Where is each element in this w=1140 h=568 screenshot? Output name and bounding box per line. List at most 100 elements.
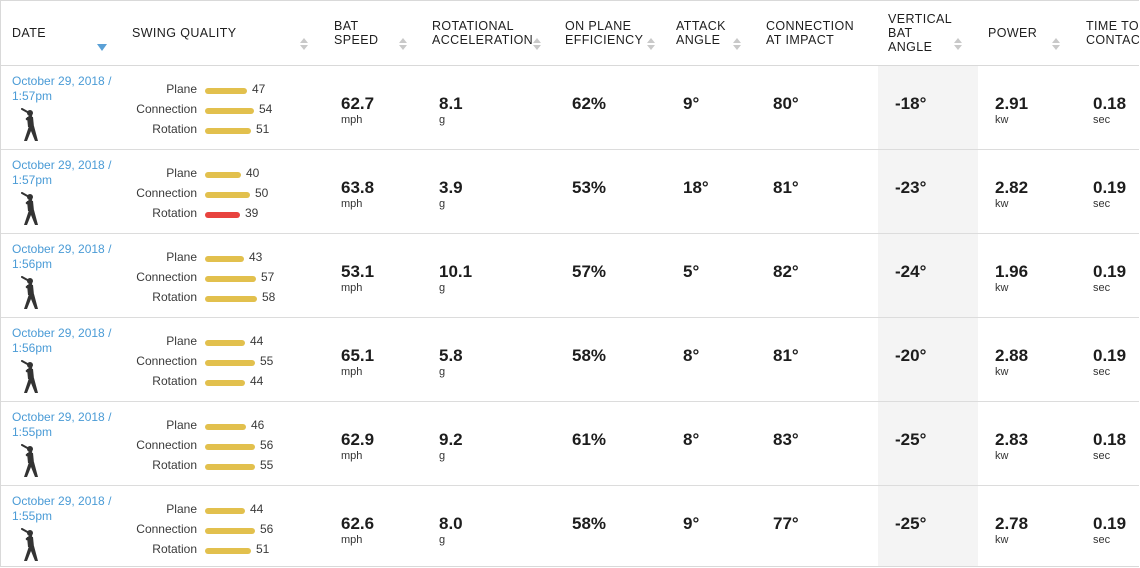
swing-quality-connection-label: Connection — [136, 102, 197, 116]
rotational-acceleration-value: 10.1 — [439, 262, 473, 281]
swing-quality-rotation-label: Rotation — [152, 206, 197, 220]
bat-speed-unit: mph — [341, 198, 363, 210]
bat-speed-unit: mph — [341, 282, 363, 294]
column-header-connection-at-impact[interactable]: CONNECTION AT IMPACT — [766, 1, 866, 65]
swing-quality-rotation-bar — [205, 296, 257, 302]
swing-quality-plane-label: Plane — [166, 166, 197, 180]
swing-quality-connection-bar — [205, 108, 254, 114]
table-body: October 29, 2018 / 1:57pm Plane 47 Conne… — [1, 66, 1139, 566]
rotational-acceleration-value: 8.0 — [439, 514, 463, 533]
swing-quality-rotation-bar — [205, 548, 251, 554]
swing-quality-plane-bar — [205, 172, 241, 178]
swing-date-link[interactable]: October 29, 2018 / 1:55pm — [12, 410, 112, 439]
batter-icon — [21, 276, 38, 309]
column-header-on-plane-efficiency[interactable]: ON PLANE EFFICIENCY — [565, 1, 665, 65]
swing-quality-rotation-bar — [205, 212, 240, 218]
swing-quality-plane-bar — [205, 256, 244, 262]
column-header-time-to-contact-label: TIME TO CONTACT — [1086, 19, 1139, 47]
on-plane-efficiency-value: 58% — [572, 514, 607, 533]
on-plane-efficiency-value: 53% — [572, 178, 607, 197]
vertical-bat-angle-value: -20° — [895, 346, 927, 365]
table-row[interactable]: October 29, 2018 / 1:57pm Plane 40 Conne… — [1, 150, 1139, 234]
swing-quality-connection-bar — [205, 528, 255, 534]
bat-speed-unit: mph — [341, 534, 363, 546]
power-value: 2.83 — [995, 430, 1029, 449]
column-header-on-plane-efficiency-label: ON PLANE EFFICIENCY — [565, 19, 644, 47]
rotational-acceleration-unit: g — [439, 534, 446, 546]
swing-date-link[interactable]: October 29, 2018 / 1:57pm — [12, 74, 112, 103]
swing-quality-plane-value: 47 — [252, 82, 266, 96]
attack-angle-value: 8° — [683, 430, 700, 449]
swing-quality-rotation-bar — [205, 464, 255, 470]
swing-quality-plane-bar — [205, 424, 246, 430]
rotational-acceleration-value: 5.8 — [439, 346, 463, 365]
connection-at-impact-value: 81° — [773, 346, 799, 365]
column-header-vertical-bat-angle-label: VERTICAL BAT ANGLE — [888, 12, 953, 54]
batter-icon — [21, 360, 38, 393]
batter-icon — [21, 528, 38, 561]
power-unit: kw — [995, 450, 1009, 462]
power-value: 2.88 — [995, 346, 1029, 365]
time-to-contact-unit: sec — [1093, 282, 1111, 294]
batter-icon — [21, 192, 38, 225]
table-row[interactable]: October 29, 2018 / 1:55pm Plane 44 Conne… — [1, 486, 1139, 566]
swing-quality-connection-value: 50 — [255, 186, 269, 200]
column-header-swing-quality[interactable]: SWING QUALITY — [132, 1, 312, 65]
vertical-bat-angle-value: -24° — [895, 262, 927, 281]
column-header-vertical-bat-angle[interactable]: VERTICAL BAT ANGLE — [888, 1, 973, 65]
time-to-contact-value: 0.19 — [1093, 178, 1127, 197]
batter-icon — [21, 108, 38, 141]
rotational-acceleration-value: 8.1 — [439, 94, 463, 113]
bat-speed-value: 62.6 — [341, 514, 375, 533]
swing-quality-connection-value: 56 — [260, 522, 274, 536]
power-value: 1.96 — [995, 262, 1029, 281]
swing-quality-plane-label: Plane — [166, 82, 197, 96]
column-header-rotational-acceleration[interactable]: ROTATIONAL ACCELERATION — [432, 1, 552, 65]
swing-quality-rotation-label: Rotation — [152, 458, 197, 472]
power-unit: kw — [995, 198, 1009, 210]
power-unit: kw — [995, 366, 1009, 378]
swing-quality-rotation-value: 55 — [260, 458, 274, 472]
table-row[interactable]: October 29, 2018 / 1:57pm Plane 47 Conne… — [1, 66, 1139, 150]
connection-at-impact-value: 81° — [773, 178, 799, 197]
column-header-rotational-acceleration-label: ROTATIONAL ACCELERATION — [432, 19, 534, 47]
bat-speed-value: 53.1 — [341, 262, 375, 281]
swing-date-link[interactable]: October 29, 2018 / 1:55pm — [12, 494, 112, 523]
column-header-attack-angle[interactable]: ATTACK ANGLE — [676, 1, 748, 65]
on-plane-efficiency-value: 61% — [572, 430, 607, 449]
column-header-time-to-contact[interactable]: TIME TO CONTACT — [1086, 1, 1139, 65]
connection-at-impact-value: 83° — [773, 430, 799, 449]
table-row[interactable]: October 29, 2018 / 1:56pm Plane 43 Conne… — [1, 234, 1139, 318]
bat-speed-unit: mph — [341, 114, 363, 126]
swing-quality-connection-bar — [205, 360, 255, 366]
on-plane-efficiency-value: 57% — [572, 262, 607, 281]
swing-quality-connection-label: Connection — [136, 438, 197, 452]
column-header-bat-speed[interactable]: BAT SPEED — [334, 1, 414, 65]
swing-quality-connection-bar — [205, 444, 255, 450]
attack-angle-value: 18° — [683, 178, 709, 197]
column-header-date[interactable]: DATE — [12, 1, 122, 65]
power-unit: kw — [995, 534, 1009, 546]
swing-date-link[interactable]: October 29, 2018 / 1:56pm — [12, 326, 112, 355]
column-header-power-label: POWER — [988, 26, 1038, 40]
rotational-acceleration-value: 9.2 — [439, 430, 463, 449]
vertical-bat-angle-value: -18° — [895, 94, 927, 113]
swing-quality-plane-label: Plane — [166, 334, 197, 348]
power-unit: kw — [995, 282, 1009, 294]
column-header-power[interactable]: POWER — [988, 1, 1068, 65]
swing-date-link[interactable]: October 29, 2018 / 1:56pm — [12, 242, 112, 271]
rotational-acceleration-unit: g — [439, 450, 446, 462]
table-row[interactable]: October 29, 2018 / 1:56pm Plane 44 Conne… — [1, 318, 1139, 402]
attack-angle-value: 5° — [683, 262, 700, 281]
table-row[interactable]: October 29, 2018 / 1:55pm Plane 46 Conne… — [1, 402, 1139, 486]
swing-quality-plane-label: Plane — [166, 418, 197, 432]
bat-speed-value: 65.1 — [341, 346, 375, 365]
power-value: 2.91 — [995, 94, 1029, 113]
swing-quality-connection-value: 56 — [260, 438, 274, 452]
time-to-contact-unit: sec — [1093, 198, 1111, 210]
swing-quality-connection-label: Connection — [136, 354, 197, 368]
swing-quality-rotation-bar — [205, 380, 245, 386]
swing-date-link[interactable]: October 29, 2018 / 1:57pm — [12, 158, 112, 187]
rotational-acceleration-unit: g — [439, 366, 446, 378]
on-plane-efficiency-value: 62% — [572, 94, 607, 113]
